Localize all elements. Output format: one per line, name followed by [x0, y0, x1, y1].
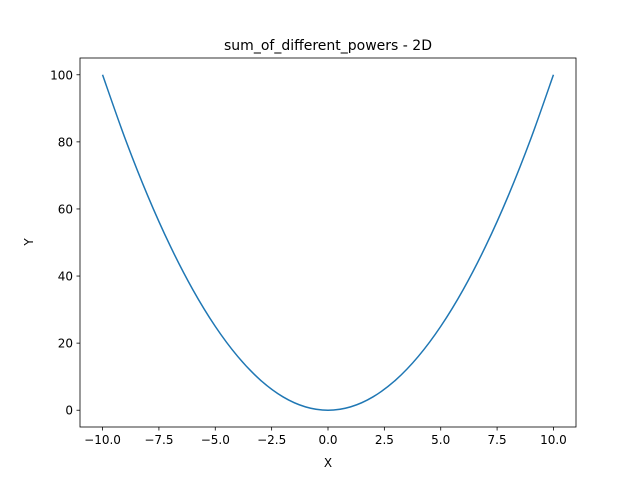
y-tick-label: 60 — [58, 202, 73, 216]
plot-frame — [79, 57, 577, 428]
y-axis-label: Y — [22, 238, 36, 247]
x-tick-label: −7.5 — [144, 433, 173, 447]
x-axis-label: X — [324, 456, 332, 470]
series-line — [101, 74, 555, 411]
x-tick-label: 5.0 — [431, 433, 450, 447]
x-tick-label: 10.0 — [540, 433, 567, 447]
x-tick-label: −5.0 — [201, 433, 230, 447]
x-tick-label: −2.5 — [257, 433, 286, 447]
y-axis-ticks: 0 20 40 60 80 100 — [50, 68, 80, 418]
x-tick-label: 7.5 — [488, 433, 507, 447]
y-tick-label: 20 — [58, 337, 73, 351]
x-axis-ticks: −10.0 −7.5 −5.0 −2.5 0.0 2.5 5.0 7.5 10.0 — [84, 427, 567, 447]
y-tick-label: 40 — [58, 270, 73, 284]
chart-title: sum_of_different_powers - 2D — [224, 38, 432, 54]
y-tick-label: 0 — [65, 404, 73, 418]
x-tick-label: 2.5 — [375, 433, 394, 447]
y-tick-label: 100 — [50, 68, 73, 82]
x-tick-label: 0.0 — [318, 433, 337, 447]
y-tick-label: 80 — [58, 135, 73, 149]
x-tick-label: −10.0 — [84, 433, 121, 447]
